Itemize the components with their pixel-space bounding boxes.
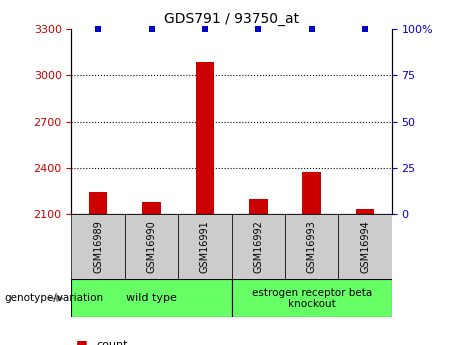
Bar — [71, 214, 125, 279]
Title: GDS791 / 93750_at: GDS791 / 93750_at — [164, 11, 299, 26]
Bar — [285, 214, 338, 279]
Bar — [125, 214, 178, 279]
Text: GSM16989: GSM16989 — [93, 220, 103, 273]
Text: GSM16991: GSM16991 — [200, 220, 210, 273]
Bar — [356, 209, 374, 214]
Text: count: count — [97, 340, 128, 345]
Text: estrogen receptor beta
knockout: estrogen receptor beta knockout — [252, 288, 372, 309]
Bar — [231, 279, 392, 317]
Bar — [302, 171, 321, 214]
Bar — [178, 214, 231, 279]
Text: GSM16990: GSM16990 — [147, 220, 157, 273]
Bar — [231, 214, 285, 279]
Text: ■: ■ — [76, 338, 88, 345]
Bar — [249, 198, 268, 214]
Bar — [89, 193, 107, 214]
Text: GSM16992: GSM16992 — [254, 220, 263, 273]
Text: genotype/variation: genotype/variation — [5, 294, 104, 303]
Bar — [338, 214, 392, 279]
Text: GSM16993: GSM16993 — [307, 220, 317, 273]
Bar — [142, 201, 161, 214]
Text: GSM16994: GSM16994 — [360, 220, 370, 273]
Text: wild type: wild type — [126, 294, 177, 303]
Bar — [71, 279, 231, 317]
Bar — [195, 62, 214, 214]
